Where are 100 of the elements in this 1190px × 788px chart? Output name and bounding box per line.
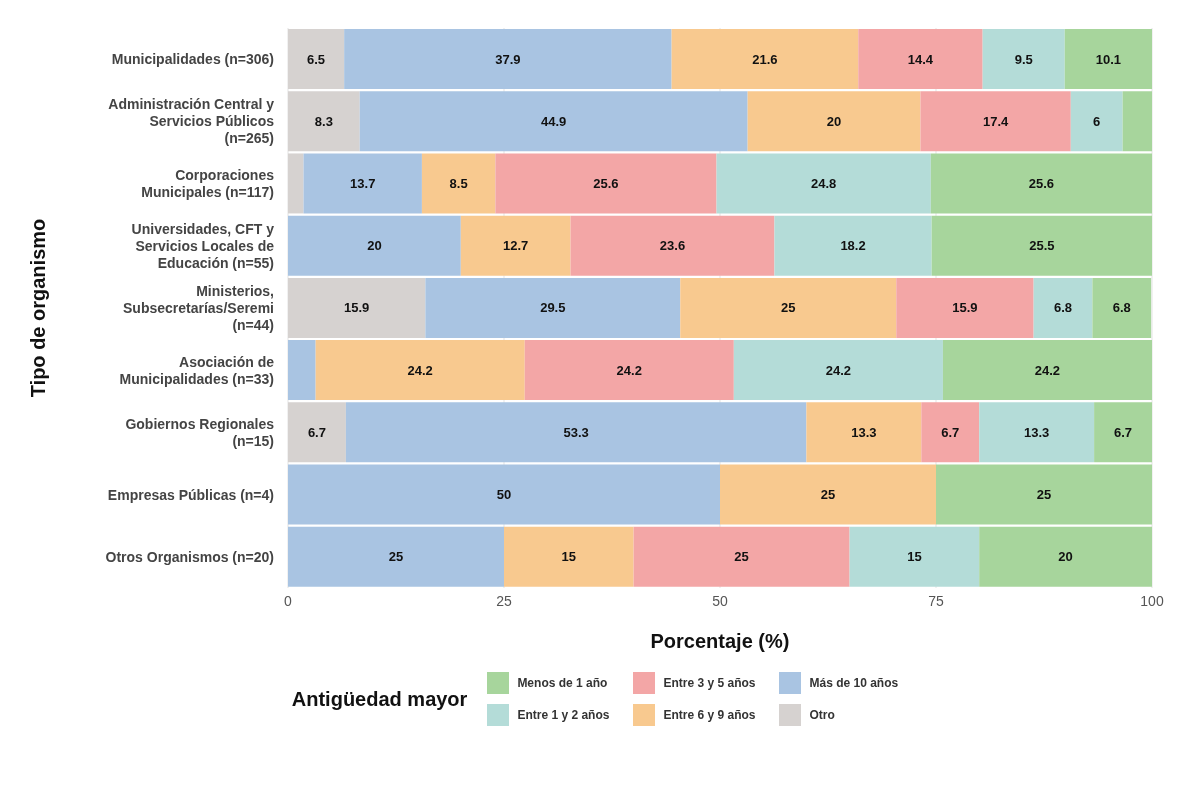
bar xyxy=(806,402,922,463)
legend-label: Entre 1 y 2 años xyxy=(517,708,610,722)
bar xyxy=(982,29,1065,89)
bar xyxy=(896,277,1034,338)
bar xyxy=(671,29,859,89)
data-label: 20 xyxy=(367,238,382,254)
bar xyxy=(733,340,943,401)
x-tick-label: 50 xyxy=(712,592,728,609)
data-label: 50 xyxy=(496,487,512,503)
data-label: 23.6 xyxy=(659,238,686,254)
data-label: 20 xyxy=(826,113,842,129)
bar xyxy=(288,91,360,152)
y-tick-label: Asociación de Municipalidades (n=33) xyxy=(119,353,275,387)
data-label: 25.5 xyxy=(1029,238,1055,254)
data-label: 25 xyxy=(1036,487,1052,503)
bar xyxy=(930,153,1152,214)
bar xyxy=(1094,402,1152,463)
bar xyxy=(288,402,346,463)
bar xyxy=(633,526,850,587)
bar xyxy=(504,526,634,587)
data-label: 24.2 xyxy=(407,362,433,378)
data-label: 25.6 xyxy=(1028,175,1055,191)
bar xyxy=(858,29,983,89)
bar xyxy=(288,340,316,401)
y-tick-label: Otros Organismos (n=20) xyxy=(105,548,274,565)
data-label: 15 xyxy=(561,549,577,565)
legend-label: Otro xyxy=(809,708,835,722)
data-label: 25 xyxy=(734,549,749,565)
x-tick-label: 0 xyxy=(284,592,293,609)
bar xyxy=(288,215,461,276)
x-tick-label: 75 xyxy=(928,592,944,609)
bar xyxy=(425,277,681,338)
bar xyxy=(344,29,672,89)
data-label: 6.7 xyxy=(941,424,960,440)
data-label: 13.7 xyxy=(350,175,376,191)
bar xyxy=(979,402,1095,463)
bar xyxy=(936,464,1152,525)
data-label: 6.5 xyxy=(307,51,326,67)
bar xyxy=(1070,91,1123,152)
bar xyxy=(1122,91,1152,152)
y-tick-label: Empresas Públicas (n=4) xyxy=(107,486,274,503)
data-label: 13.3 xyxy=(851,424,877,440)
data-label: 9.5 xyxy=(1014,51,1033,67)
legend-label: Entre 3 y 5 años xyxy=(663,676,756,690)
bar xyxy=(288,464,720,525)
y-tick-label: Municipalidades (n=306) xyxy=(111,51,274,68)
bar xyxy=(288,526,504,587)
bar xyxy=(979,526,1152,587)
bar xyxy=(680,277,897,338)
x-tick-label: 100 xyxy=(1140,592,1164,609)
bar xyxy=(720,464,936,525)
data-label: 8.3 xyxy=(314,113,333,129)
bar xyxy=(359,91,748,152)
data-label: 29.5 xyxy=(540,300,566,316)
data-label: 6.8 xyxy=(1112,300,1131,316)
data-label: 21.6 xyxy=(752,51,778,67)
data-label: 15.9 xyxy=(344,300,370,316)
data-label: 44.9 xyxy=(541,113,567,129)
data-label: 20 xyxy=(1058,549,1073,565)
bar xyxy=(849,526,980,587)
data-label: 12.7 xyxy=(503,238,529,254)
legend-label: Menos de 1 año xyxy=(517,676,608,690)
x-tick-label: 25 xyxy=(496,592,512,609)
bar xyxy=(1033,277,1093,338)
data-label: 24.2 xyxy=(1034,362,1061,378)
bar xyxy=(315,340,525,401)
data-label: 25.6 xyxy=(593,175,619,191)
y-axis-title: Tipo de organismo xyxy=(27,218,50,398)
data-label: 24.2 xyxy=(825,362,852,378)
legend-label: Entre 6 y 9 años xyxy=(663,708,756,722)
data-label: 37.9 xyxy=(495,51,521,67)
bar xyxy=(716,153,931,214)
legend-title: Antigüedad mayor xyxy=(291,687,468,711)
bar xyxy=(931,215,1152,276)
bar xyxy=(921,402,980,463)
bar xyxy=(524,340,734,401)
y-tick-label: Corporaciones Municipales (n=117) xyxy=(141,167,275,201)
bar xyxy=(942,340,1152,401)
y-tick-label: Ministerios, Subsecretarías/Seremi (n=44) xyxy=(123,283,274,333)
bar xyxy=(288,153,304,214)
data-label: 8.5 xyxy=(449,175,468,191)
bar xyxy=(920,91,1071,152)
y-tick-label: Gobiernos Regionales (n=15) xyxy=(125,415,275,449)
bar xyxy=(421,153,496,214)
legend-label: Más de 10 años xyxy=(809,676,899,690)
bar xyxy=(288,29,345,89)
bar xyxy=(774,215,932,276)
data-label: 6.7 xyxy=(1114,424,1133,440)
data-label: 6.7 xyxy=(307,424,326,440)
bar xyxy=(303,153,422,214)
bar xyxy=(288,277,426,338)
data-label: 25 xyxy=(820,487,836,503)
data-label: 25 xyxy=(388,549,404,565)
y-tick-label: Administración Central y Servicios Públicos (n=265) xyxy=(108,96,275,147)
bar xyxy=(1092,277,1152,338)
data-label: 17.4 xyxy=(982,113,1010,129)
bar xyxy=(570,215,775,276)
data-label: 13.3 xyxy=(1024,424,1050,440)
data-label: 15 xyxy=(907,549,922,565)
data-label: 25 xyxy=(781,300,796,316)
